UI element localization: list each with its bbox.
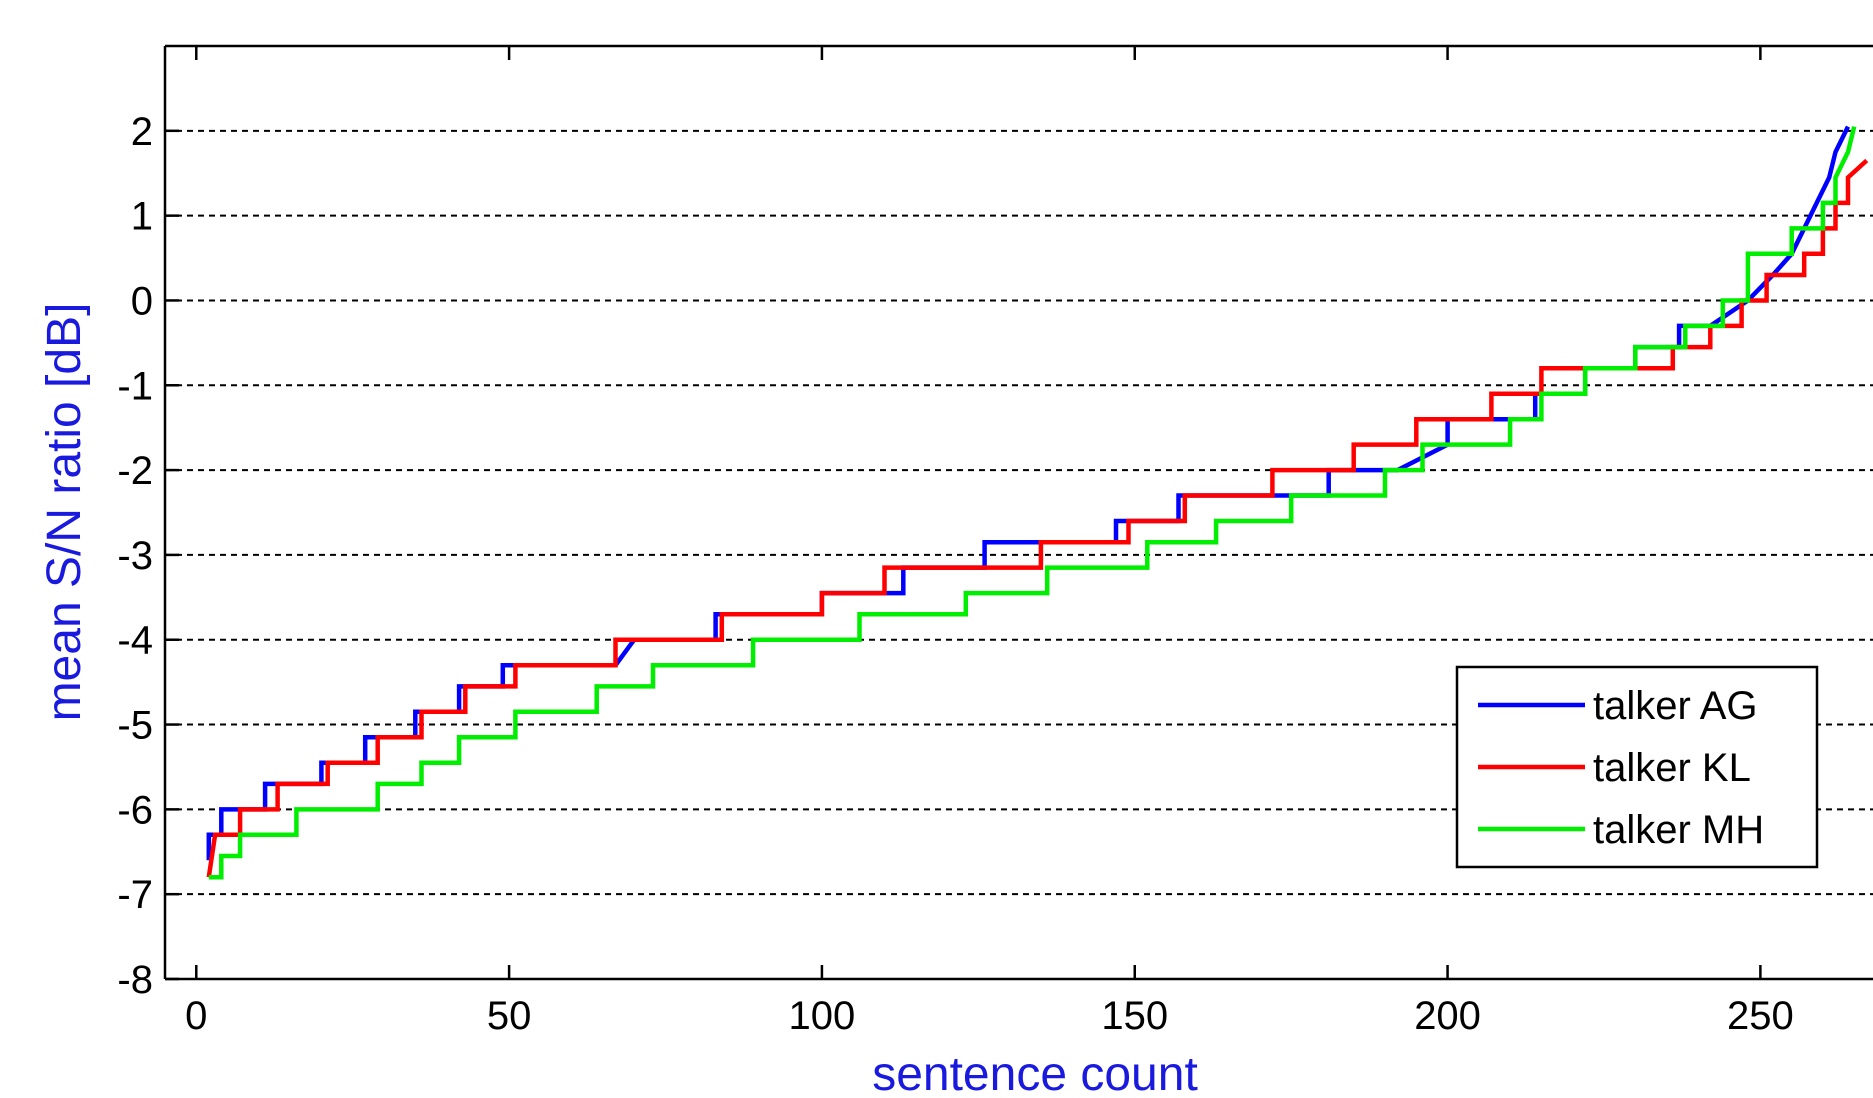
axes <box>163 44 1873 981</box>
y-tick-label: -7 <box>117 873 153 917</box>
y-tick-label: 2 <box>131 110 153 154</box>
x-tick-label: 100 <box>789 994 856 1038</box>
tick-labels: -8 -7 -6 -5 -4 -3 -2 -1 0 1 2 0 50 100 150 200 250 <box>117 110 1793 1038</box>
legend-label: talker AG <box>1593 684 1758 728</box>
y-tick-label: -2 <box>117 449 153 493</box>
x-tick-label: 150 <box>1101 994 1168 1038</box>
legend: talker AG talker KL talker MH <box>1455 665 1819 869</box>
series-group <box>206 125 1869 880</box>
series-line-3 <box>208 126 1857 880</box>
y-tick-label: -1 <box>117 364 153 408</box>
x-tick-label: 0 <box>185 994 207 1038</box>
legend-label: talker MH <box>1593 808 1764 852</box>
series-line-2 <box>206 158 1869 878</box>
x-axis-title: sentence count <box>872 1048 1198 1098</box>
y-tick-label: -5 <box>117 704 153 748</box>
y-tick-label: -3 <box>117 534 153 578</box>
y-tick-label: -6 <box>117 788 153 832</box>
y-axis-title: mean S/N ratio [dB] <box>38 303 91 722</box>
y-tick-label: -8 <box>117 958 153 1002</box>
y-tick-label: -4 <box>117 619 153 663</box>
x-tick-label: 250 <box>1727 994 1794 1038</box>
y-tick-label: 1 <box>131 195 153 239</box>
x-tick-label: 200 <box>1414 994 1481 1038</box>
y-tick-label: 0 <box>131 279 153 323</box>
x-tick-label: 50 <box>487 994 532 1038</box>
legend-label: talker KL <box>1593 746 1751 790</box>
